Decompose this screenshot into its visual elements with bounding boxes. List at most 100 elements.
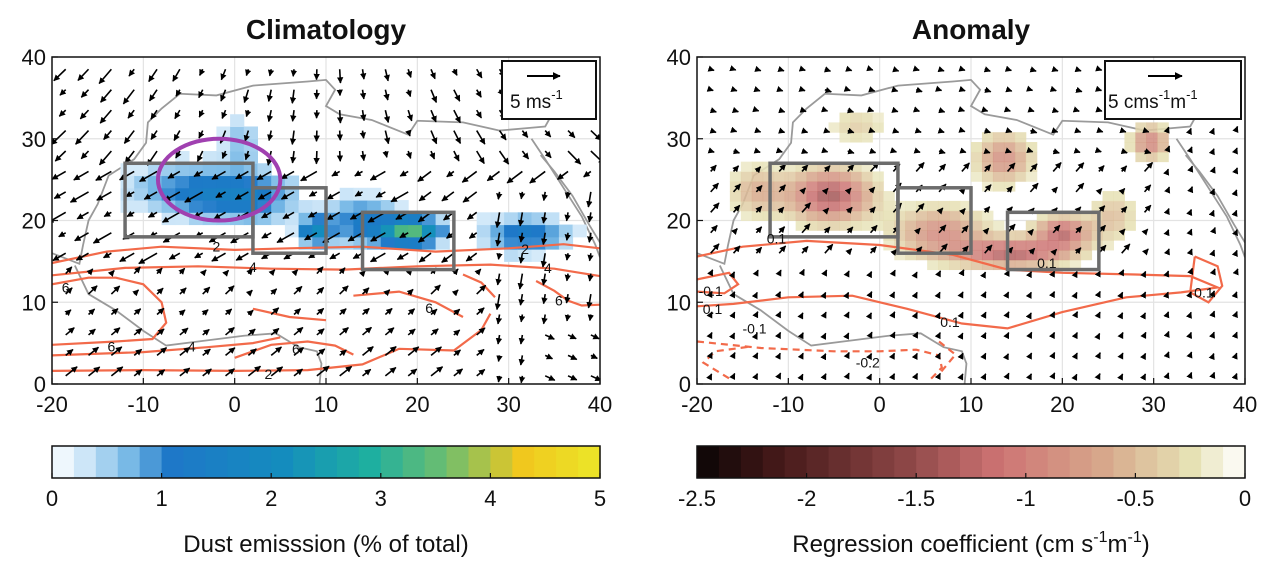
wind-vector — [382, 150, 389, 158]
colorbar-swatch — [446, 446, 470, 478]
heat-cell — [795, 191, 808, 202]
wind-vector — [1094, 290, 1101, 299]
wind-vector — [383, 109, 391, 124]
heat-cell — [927, 240, 939, 251]
wind-vector — [1049, 372, 1056, 380]
heat-cell — [839, 132, 851, 143]
regression-label-mid: m — [1108, 531, 1128, 558]
heat-cell — [1113, 220, 1125, 231]
contour-label: 0.1 — [1194, 284, 1214, 300]
colorbar-swatch — [697, 446, 720, 478]
heat-cell — [971, 210, 983, 221]
heat-cell — [202, 187, 217, 201]
heat-cell — [421, 236, 437, 250]
heat-cell — [916, 230, 928, 241]
wind-vector — [74, 232, 89, 242]
heat-cell — [271, 212, 286, 226]
wind-vector — [1117, 291, 1124, 299]
heat-cell — [1058, 240, 1071, 251]
heat-cell — [380, 224, 395, 238]
wind-vector — [517, 212, 525, 227]
wind-vector — [843, 85, 851, 92]
heat-cell — [981, 142, 994, 153]
heat-cell — [1014, 132, 1027, 143]
wind-vector — [1049, 270, 1056, 278]
heat-cell — [992, 151, 1005, 163]
colorbar-swatch — [95, 446, 119, 478]
wind-vector — [69, 191, 89, 203]
wind-vector — [383, 89, 390, 101]
wind-vector — [95, 170, 112, 182]
heat-cell — [938, 230, 950, 241]
wind-vector — [912, 106, 921, 113]
heat-cell — [230, 126, 245, 140]
wind-vector — [911, 352, 918, 361]
y-tick-label: 0 — [34, 372, 46, 397]
wind-vector — [282, 211, 295, 220]
heat-cell — [1036, 259, 1049, 271]
wind-vector — [1209, 371, 1216, 379]
wind-vector — [293, 308, 302, 316]
contour-label: 2 — [213, 239, 221, 255]
wind-vector — [316, 328, 325, 336]
wind-vector — [150, 109, 158, 120]
wind-vector — [937, 66, 945, 73]
wind-vector — [261, 211, 272, 219]
heat-cell — [367, 200, 382, 213]
wind-vector — [1163, 351, 1170, 359]
wind-vector — [709, 164, 717, 172]
wind-vector — [847, 148, 855, 155]
wind-vector — [590, 150, 600, 165]
heat-cell — [773, 200, 786, 212]
wind-vector — [336, 69, 344, 84]
heat-cell — [905, 240, 917, 251]
heat-cell — [545, 236, 560, 250]
contour-line-dashed — [701, 345, 752, 380]
wind-vector — [495, 314, 503, 325]
wind-vector — [1187, 165, 1194, 173]
heat-cell — [960, 210, 972, 221]
heat-cell — [1113, 200, 1125, 212]
wind-vector — [75, 252, 89, 261]
wind-vector — [1049, 291, 1056, 299]
heat-cell — [992, 240, 1005, 251]
colorbar-tick-label: 0 — [46, 486, 58, 511]
colorbar-swatch — [718, 446, 742, 478]
wind-vector — [339, 308, 347, 316]
wind-vector — [1163, 126, 1170, 134]
heat-cell — [1014, 259, 1027, 271]
wind-vector — [1028, 247, 1036, 255]
wind-vector — [958, 65, 966, 72]
wind-vector — [235, 170, 249, 180]
wind-vector — [179, 327, 189, 336]
heat-cell — [927, 259, 939, 271]
heat-cell — [949, 210, 961, 221]
colorbar-swatch — [1201, 446, 1224, 478]
heat-cell — [1036, 220, 1049, 231]
heat-cell — [298, 212, 313, 226]
wind-vector — [797, 352, 804, 360]
wind-vector — [446, 170, 455, 178]
heat-cell — [784, 200, 797, 212]
wind-vector — [1025, 271, 1033, 279]
heat-cell — [1069, 249, 1082, 261]
wind-vector — [587, 273, 594, 282]
wind-vector — [980, 332, 987, 340]
wind-vector — [406, 109, 413, 122]
heat-cell — [175, 175, 190, 189]
wind-vector — [934, 372, 941, 381]
wind-vector — [270, 366, 284, 377]
heat-cell — [861, 171, 873, 182]
heat-cell — [751, 210, 764, 221]
contour-line — [462, 273, 496, 299]
wind-vector — [441, 252, 455, 263]
wind-vector — [1071, 352, 1078, 360]
heat-cell — [380, 200, 395, 213]
heat-cell — [971, 161, 983, 172]
colorbar-swatch — [1113, 446, 1136, 478]
heat-cell — [408, 212, 423, 226]
wind-vector — [429, 150, 436, 160]
climatology-legend-text: 5 ms — [510, 92, 551, 113]
wind-vector — [430, 130, 438, 145]
wind-vector — [1052, 148, 1060, 155]
